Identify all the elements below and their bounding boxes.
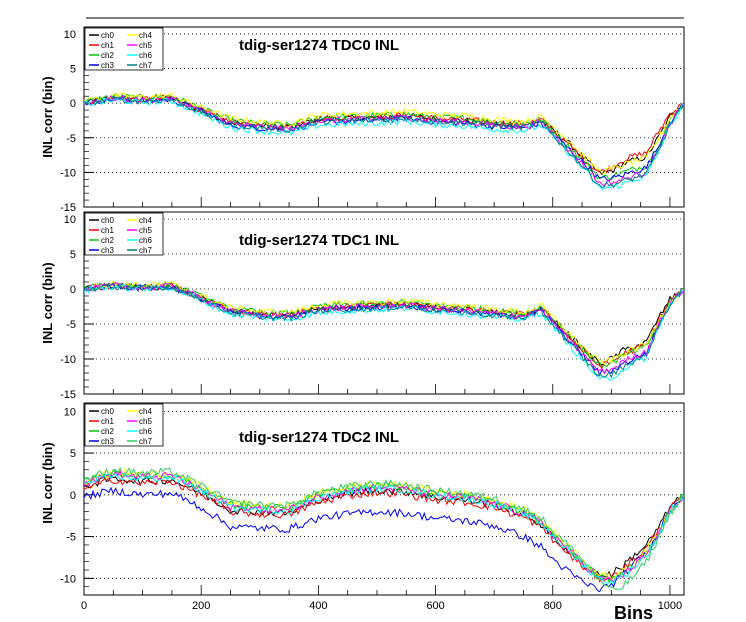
series-line-ch7 bbox=[84, 95, 684, 189]
y-tick-label: -10 bbox=[60, 573, 76, 585]
y-tick-label: 0 bbox=[70, 98, 76, 110]
legend-label-ch0: ch0 bbox=[101, 31, 114, 40]
y-tick-label: 5 bbox=[70, 64, 76, 76]
x-ticks: 0 200 400 600 800 1000 bbox=[81, 600, 682, 612]
y-tick-label: 0 bbox=[70, 490, 76, 502]
series-line-ch6 bbox=[84, 472, 684, 585]
legend-label-ch1: ch1 bbox=[101, 417, 114, 426]
legend-label-ch7: ch7 bbox=[139, 61, 152, 70]
legend-label-ch2: ch2 bbox=[101, 427, 114, 436]
x-tick-label: 0 bbox=[81, 600, 87, 612]
series-line-ch5 bbox=[84, 94, 684, 187]
legend-label-ch4: ch4 bbox=[139, 407, 152, 416]
legend-label-ch5: ch5 bbox=[139, 41, 152, 50]
y-tick-label: -5 bbox=[66, 532, 76, 544]
y-tick-label: 10 bbox=[64, 29, 76, 41]
x-tick-label: 400 bbox=[309, 600, 327, 612]
legend-label-ch0: ch0 bbox=[101, 216, 114, 225]
legend-label-ch6: ch6 bbox=[139, 236, 152, 245]
chart-title: tdig-ser1274 TDC0 INL bbox=[239, 37, 399, 54]
series-line-ch5 bbox=[84, 470, 684, 583]
legend-label-ch4: ch4 bbox=[139, 216, 152, 225]
series-lines bbox=[84, 466, 684, 593]
series-line-ch1 bbox=[84, 477, 684, 583]
y-tick-label: 5 bbox=[70, 249, 76, 261]
series-line-ch0 bbox=[84, 94, 684, 176]
y-axis-label: INL corr (bin) bbox=[40, 442, 55, 523]
legend-label-ch6: ch6 bbox=[139, 51, 152, 60]
y-tick-label: -10 bbox=[60, 167, 76, 179]
y-tick-label: 5 bbox=[70, 448, 76, 460]
series-line-ch4 bbox=[84, 92, 684, 174]
y-tick-label: -10 bbox=[60, 354, 76, 366]
legend-label-ch5: ch5 bbox=[139, 226, 152, 235]
grid-lines bbox=[84, 410, 684, 579]
legend-label-ch1: ch1 bbox=[101, 226, 114, 235]
x-tick-label: 600 bbox=[426, 600, 444, 612]
legend-label-ch1: ch1 bbox=[101, 41, 114, 50]
plot-frame bbox=[83, 402, 685, 596]
legend-label-ch2: ch2 bbox=[101, 236, 114, 245]
series-line-ch6 bbox=[84, 284, 684, 381]
y-tick-label: -15 bbox=[60, 389, 76, 401]
legend-label-ch7: ch7 bbox=[139, 437, 152, 446]
series-line-ch2 bbox=[84, 93, 684, 180]
series-line-ch1 bbox=[84, 94, 684, 174]
legend-label-ch6: ch6 bbox=[139, 427, 152, 436]
legend-label-ch3: ch3 bbox=[101, 61, 114, 70]
y-axis-label: INL corr (bin) bbox=[40, 262, 55, 343]
legend-label-ch7: ch7 bbox=[139, 246, 152, 255]
x-tick-label: 800 bbox=[544, 600, 562, 612]
y-axis-label: INL corr (bin) bbox=[40, 76, 55, 157]
series-line-ch2 bbox=[84, 280, 684, 368]
x-axis-label: Bins bbox=[614, 603, 653, 622]
legend-label-ch2: ch2 bbox=[101, 51, 114, 60]
x-tick-label: 1000 bbox=[658, 600, 682, 612]
plot-frame bbox=[83, 26, 685, 208]
series-line-ch6 bbox=[84, 97, 684, 191]
chart-title: tdig-ser1274 TDC1 INL bbox=[239, 232, 399, 249]
x-tick-label: 200 bbox=[192, 600, 210, 612]
legend-label-ch4: ch4 bbox=[139, 31, 152, 40]
y-tick-label: 0 bbox=[70, 284, 76, 296]
y-tick-label: -5 bbox=[66, 319, 76, 331]
series-lines bbox=[84, 280, 684, 381]
y-tick-label: 10 bbox=[64, 214, 76, 226]
legend-label-ch5: ch5 bbox=[139, 417, 152, 426]
y-tick-label: -15 bbox=[60, 202, 76, 214]
y-tick-label: -5 bbox=[66, 133, 76, 145]
series-line-ch7 bbox=[84, 466, 684, 591]
series-line-ch4 bbox=[84, 280, 684, 365]
legend-label-ch3: ch3 bbox=[101, 437, 114, 446]
series-line-ch7 bbox=[84, 282, 684, 379]
chart-title: tdig-ser1274 TDC2 INL bbox=[239, 429, 399, 446]
legend-label-ch0: ch0 bbox=[101, 407, 114, 416]
series-lines bbox=[84, 92, 684, 191]
legend-label-ch3: ch3 bbox=[101, 246, 114, 255]
series-line-ch3 bbox=[84, 486, 684, 593]
grid-lines bbox=[84, 33, 684, 208]
y-tick-label: 10 bbox=[64, 406, 76, 418]
